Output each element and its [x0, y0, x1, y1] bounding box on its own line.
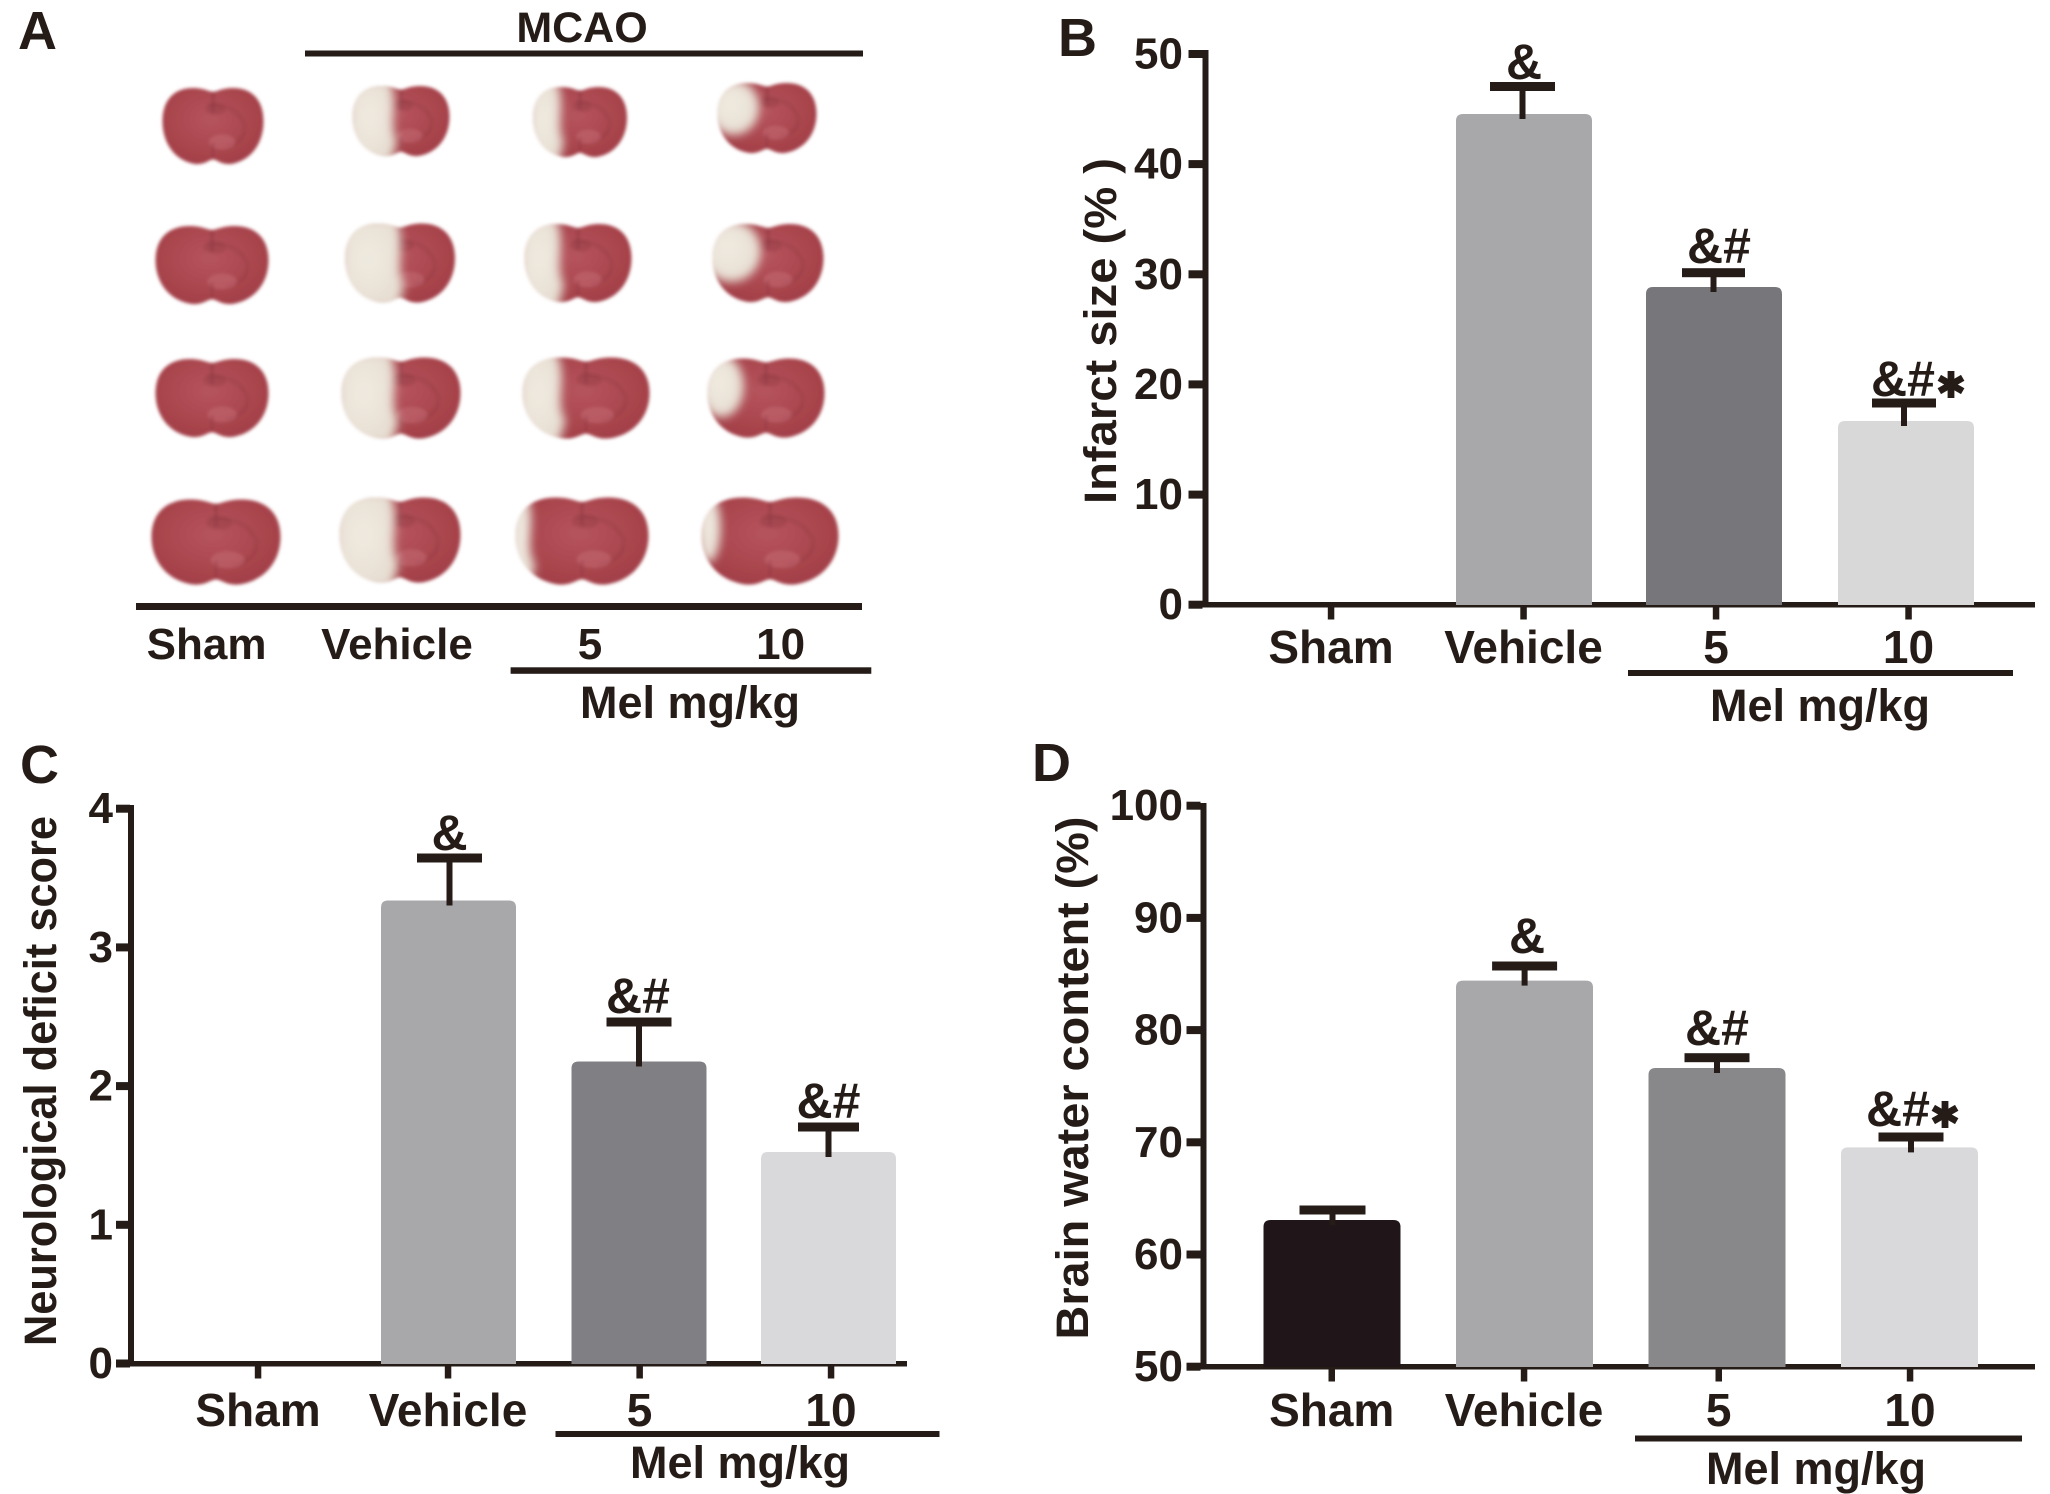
svg-text:B: B [1058, 8, 1097, 68]
svg-text:&: & [431, 805, 467, 861]
svg-text:10: 10 [1884, 1384, 1935, 1436]
svg-text:90: 90 [1134, 893, 1183, 942]
svg-text:&#: &# [606, 968, 670, 1024]
svg-text:Mel mg/kg: Mel mg/kg [630, 1437, 850, 1488]
svg-text:5: 5 [578, 620, 602, 669]
svg-text:&#: &# [1685, 1000, 1749, 1056]
svg-text:70: 70 [1134, 1118, 1183, 1167]
svg-text:30: 30 [1134, 250, 1183, 299]
svg-text:10: 10 [805, 1384, 856, 1436]
svg-text:80: 80 [1134, 1006, 1183, 1055]
svg-text:10: 10 [756, 620, 805, 669]
svg-text:3: 3 [89, 923, 113, 972]
svg-text:0: 0 [89, 1339, 113, 1388]
svg-text:2: 2 [89, 1062, 113, 1111]
svg-text:4: 4 [89, 784, 114, 833]
svg-text:5: 5 [1703, 621, 1729, 673]
svg-text:Vehicle: Vehicle [1444, 621, 1603, 673]
svg-text:10: 10 [1134, 470, 1183, 519]
svg-text:Vehicle: Vehicle [369, 1384, 528, 1436]
svg-text:D: D [1032, 733, 1071, 793]
svg-text:50: 50 [1134, 1342, 1183, 1391]
svg-text:Sham: Sham [1269, 1384, 1394, 1436]
svg-text:Mel mg/kg: Mel mg/kg [1710, 680, 1930, 731]
svg-text:1: 1 [89, 1200, 113, 1249]
svg-text:5: 5 [1706, 1384, 1732, 1436]
svg-text:&: & [1506, 34, 1542, 90]
svg-text:Mel mg/kg: Mel mg/kg [580, 677, 800, 728]
svg-text:0: 0 [1159, 580, 1183, 629]
svg-text:Brain water content (%): Brain water content (%) [1047, 817, 1098, 1340]
svg-text:Mel mg/kg: Mel mg/kg [1706, 1443, 1926, 1494]
svg-text:Vehicle: Vehicle [1445, 1384, 1604, 1436]
svg-text:60: 60 [1134, 1230, 1183, 1279]
svg-text:5: 5 [627, 1384, 653, 1436]
svg-text:Infarct size (% ): Infarct size (% ) [1075, 158, 1126, 504]
svg-text:&: & [1509, 908, 1545, 964]
svg-text:20: 20 [1134, 360, 1183, 409]
svg-text:&#: &# [1687, 218, 1751, 274]
svg-text:Neurological deficit score: Neurological deficit score [15, 816, 66, 1346]
svg-text:Sham: Sham [1268, 621, 1393, 673]
svg-text:A: A [18, 1, 57, 61]
svg-text:&#: &# [797, 1073, 861, 1129]
svg-text:Sham: Sham [147, 620, 267, 669]
svg-text:100: 100 [1110, 781, 1183, 830]
svg-text:C: C [20, 735, 59, 795]
svg-text:MCAO: MCAO [516, 4, 647, 52]
svg-text:Sham: Sham [195, 1384, 320, 1436]
svg-text:Vehicle: Vehicle [321, 620, 473, 669]
svg-text:10: 10 [1883, 621, 1934, 673]
svg-text:50: 50 [1134, 30, 1183, 79]
svg-text:&#: &# [1866, 1081, 1930, 1137]
svg-text:&#: &# [1871, 351, 1935, 407]
svg-text:40: 40 [1134, 140, 1183, 189]
